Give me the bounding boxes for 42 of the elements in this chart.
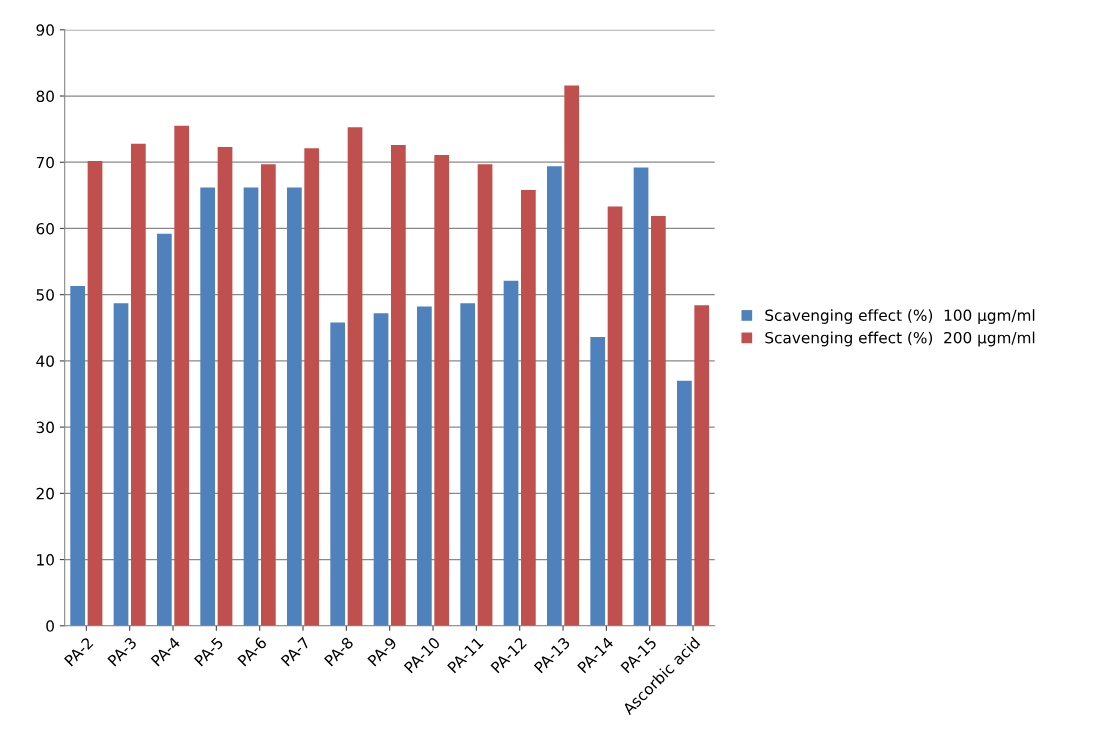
bar <box>651 215 666 626</box>
bar <box>243 187 259 626</box>
bar <box>434 154 450 626</box>
bar <box>477 164 493 626</box>
bar <box>330 322 346 626</box>
bar <box>521 190 536 626</box>
legend-label: Scavenging effect (%) 200 µgm/ml <box>765 331 1035 347</box>
y-tick-label: 20 <box>36 487 54 500</box>
bar <box>113 303 129 626</box>
bar <box>87 160 103 626</box>
bar <box>564 85 580 626</box>
bar <box>200 187 216 626</box>
y-tick-label: 70 <box>36 156 54 169</box>
y-tick-label: 30 <box>36 421 54 434</box>
y-tick-label: 10 <box>37 554 54 566</box>
bar <box>390 145 406 626</box>
y-tick-label: 80 <box>36 90 54 103</box>
y-tick-label: 60 <box>36 222 54 235</box>
bar <box>416 306 432 626</box>
legend-label: Scavenging effect (%) 100 µgm/ml <box>765 309 1035 324</box>
bar <box>260 164 276 626</box>
bar <box>174 125 190 626</box>
bar <box>304 148 320 626</box>
y-tick-label: 50 <box>36 289 54 301</box>
bar <box>590 337 606 626</box>
y-tick-label: 90 <box>36 24 54 36</box>
y-tick-label: 0 <box>46 620 54 632</box>
y-tick-label: 40 <box>36 355 54 367</box>
bar <box>286 187 302 626</box>
bar <box>694 305 710 626</box>
bar <box>130 143 146 626</box>
bar <box>460 303 476 626</box>
bar <box>547 166 562 626</box>
bar <box>503 280 519 626</box>
bar <box>217 147 233 626</box>
bar <box>607 206 623 626</box>
bar <box>70 286 86 626</box>
bar <box>347 127 363 626</box>
bar <box>633 167 649 626</box>
bar <box>373 313 389 626</box>
bar <box>156 233 172 626</box>
bar <box>677 380 692 626</box>
